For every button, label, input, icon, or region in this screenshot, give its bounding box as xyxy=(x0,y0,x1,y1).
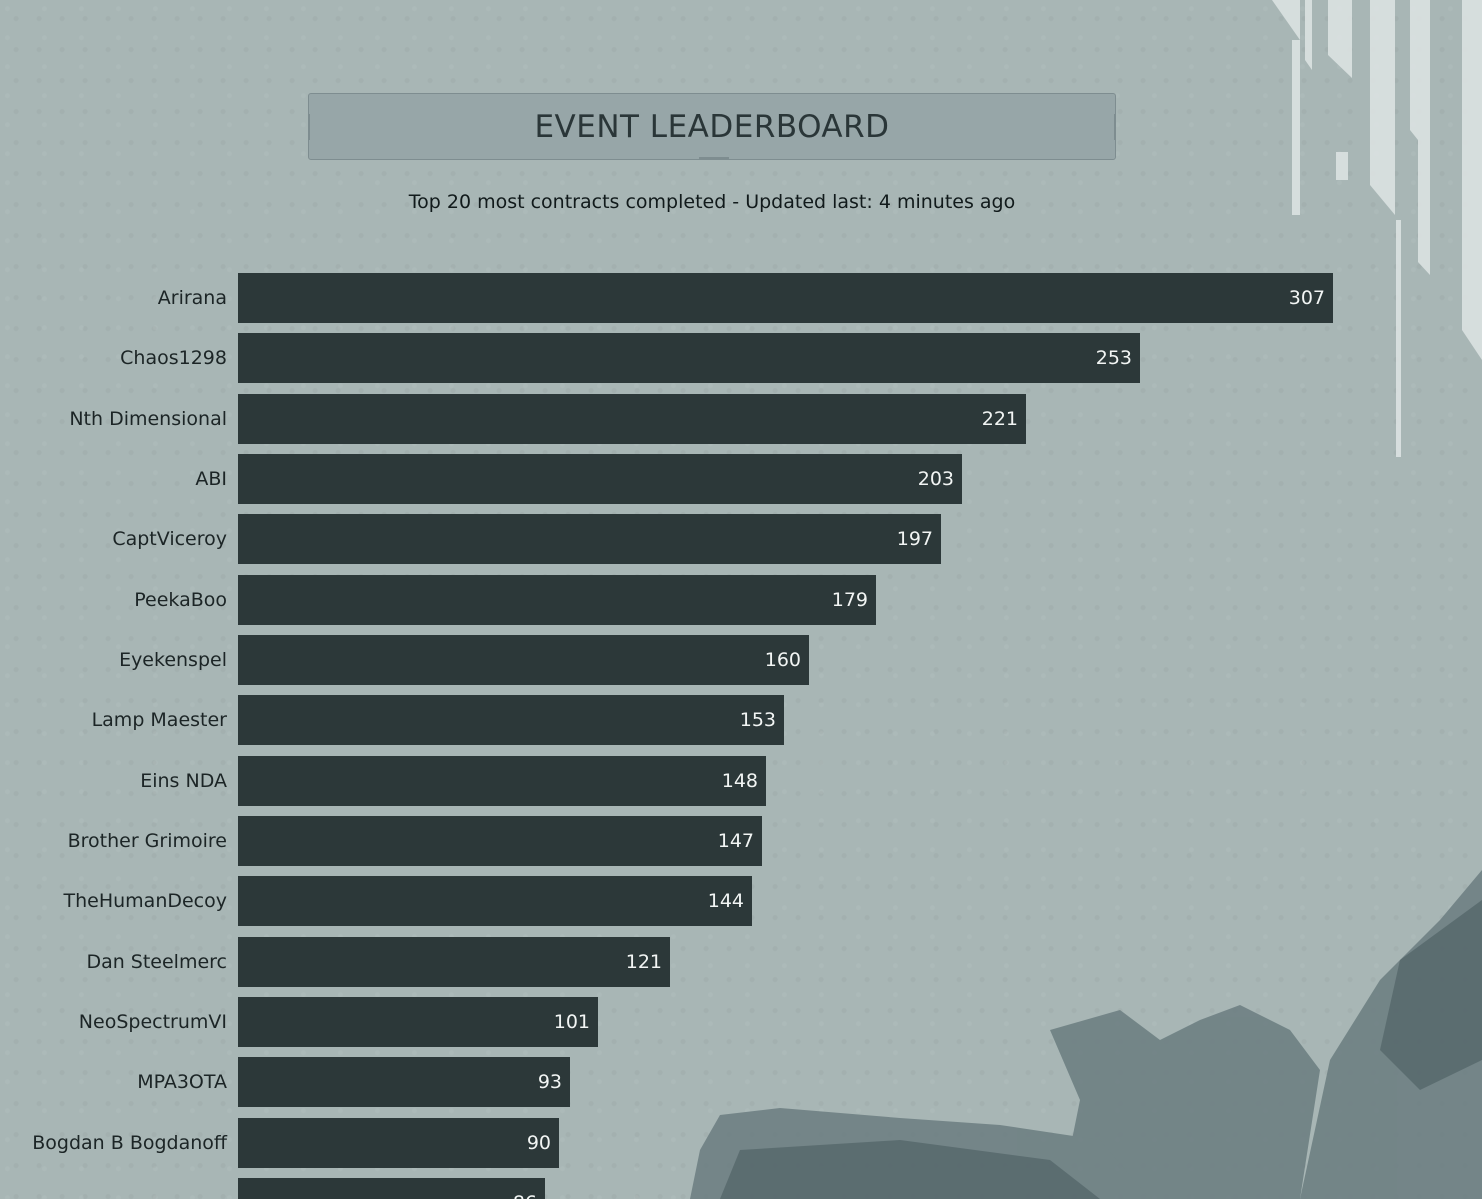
bar-label: Lamp Maester xyxy=(91,709,227,731)
bar-label: Nth Dimensional xyxy=(69,408,227,430)
bar-label xyxy=(0,1178,227,1199)
bar-label: CaptViceroy xyxy=(112,528,227,550)
bar-value-label: 179 xyxy=(831,589,868,611)
bar-value-label: 148 xyxy=(721,770,758,792)
bar: 203 xyxy=(238,454,962,504)
bar-value-label: 147 xyxy=(717,830,754,852)
bar: 93 xyxy=(238,1057,570,1107)
bar: 253 xyxy=(238,333,1140,383)
bar-label: Brother Grimoire xyxy=(67,830,227,852)
bar-label: ABI xyxy=(195,468,227,490)
bar-label: TheHumanDecoy xyxy=(63,890,228,912)
bar-value-label: 203 xyxy=(917,468,954,490)
bar: 86 xyxy=(238,1178,545,1199)
bar: 147 xyxy=(238,816,762,866)
title-banner-right-tick xyxy=(1114,114,1116,140)
bar: 121 xyxy=(238,937,670,987)
bar-value-label: 144 xyxy=(707,890,744,912)
bar-value-label: 307 xyxy=(1288,287,1325,309)
leaderboard-subtitle: Top 20 most contracts completed - Update… xyxy=(408,191,1016,213)
bar: 90 xyxy=(238,1118,559,1168)
bar-value-label: 121 xyxy=(625,951,662,973)
title-banner: EVENT LEADERBOARD xyxy=(308,93,1116,160)
bar: 179 xyxy=(238,575,876,625)
bar-value-label: 160 xyxy=(764,649,801,671)
bar-value-label: 153 xyxy=(739,709,776,731)
bar-value-label: 221 xyxy=(981,408,1018,430)
title-banner-notch xyxy=(699,157,729,160)
bar: 307 xyxy=(238,273,1333,323)
decorative-stripes xyxy=(1272,0,1482,457)
bar-label: Chaos1298 xyxy=(120,347,227,369)
bar-label: PeekaBoo xyxy=(134,589,227,611)
bar-value-label: 197 xyxy=(896,528,933,550)
bar: 160 xyxy=(238,635,809,685)
bar: 153 xyxy=(238,695,784,745)
bar: 197 xyxy=(238,514,941,564)
bar-value-label: 90 xyxy=(526,1132,551,1154)
bar-label: Bogdan B Bogdanoff xyxy=(32,1132,227,1154)
bar: 221 xyxy=(238,394,1026,444)
bar-label: NeoSpectrumVI xyxy=(78,1011,227,1033)
bar-value-label: 86 xyxy=(513,1178,537,1199)
bar-label: Dan Steelmerc xyxy=(86,951,227,973)
bar-label: MPA3OTA xyxy=(137,1071,227,1093)
bar: 101 xyxy=(238,997,598,1047)
bar-label: Eyekenspel xyxy=(119,649,227,671)
bar-label: Arirana xyxy=(157,287,227,309)
bar-label: Eins NDA xyxy=(140,770,227,792)
bar: 144 xyxy=(238,876,752,926)
title-banner-left-tick xyxy=(308,114,310,140)
bar-value-label: 101 xyxy=(553,1011,590,1033)
bar-value-label: 253 xyxy=(1095,347,1132,369)
page-title: EVENT LEADERBOARD xyxy=(534,108,890,145)
wreckage-shadow xyxy=(720,900,1482,1199)
bar-value-label: 93 xyxy=(537,1071,562,1093)
bar: 148 xyxy=(238,756,766,806)
